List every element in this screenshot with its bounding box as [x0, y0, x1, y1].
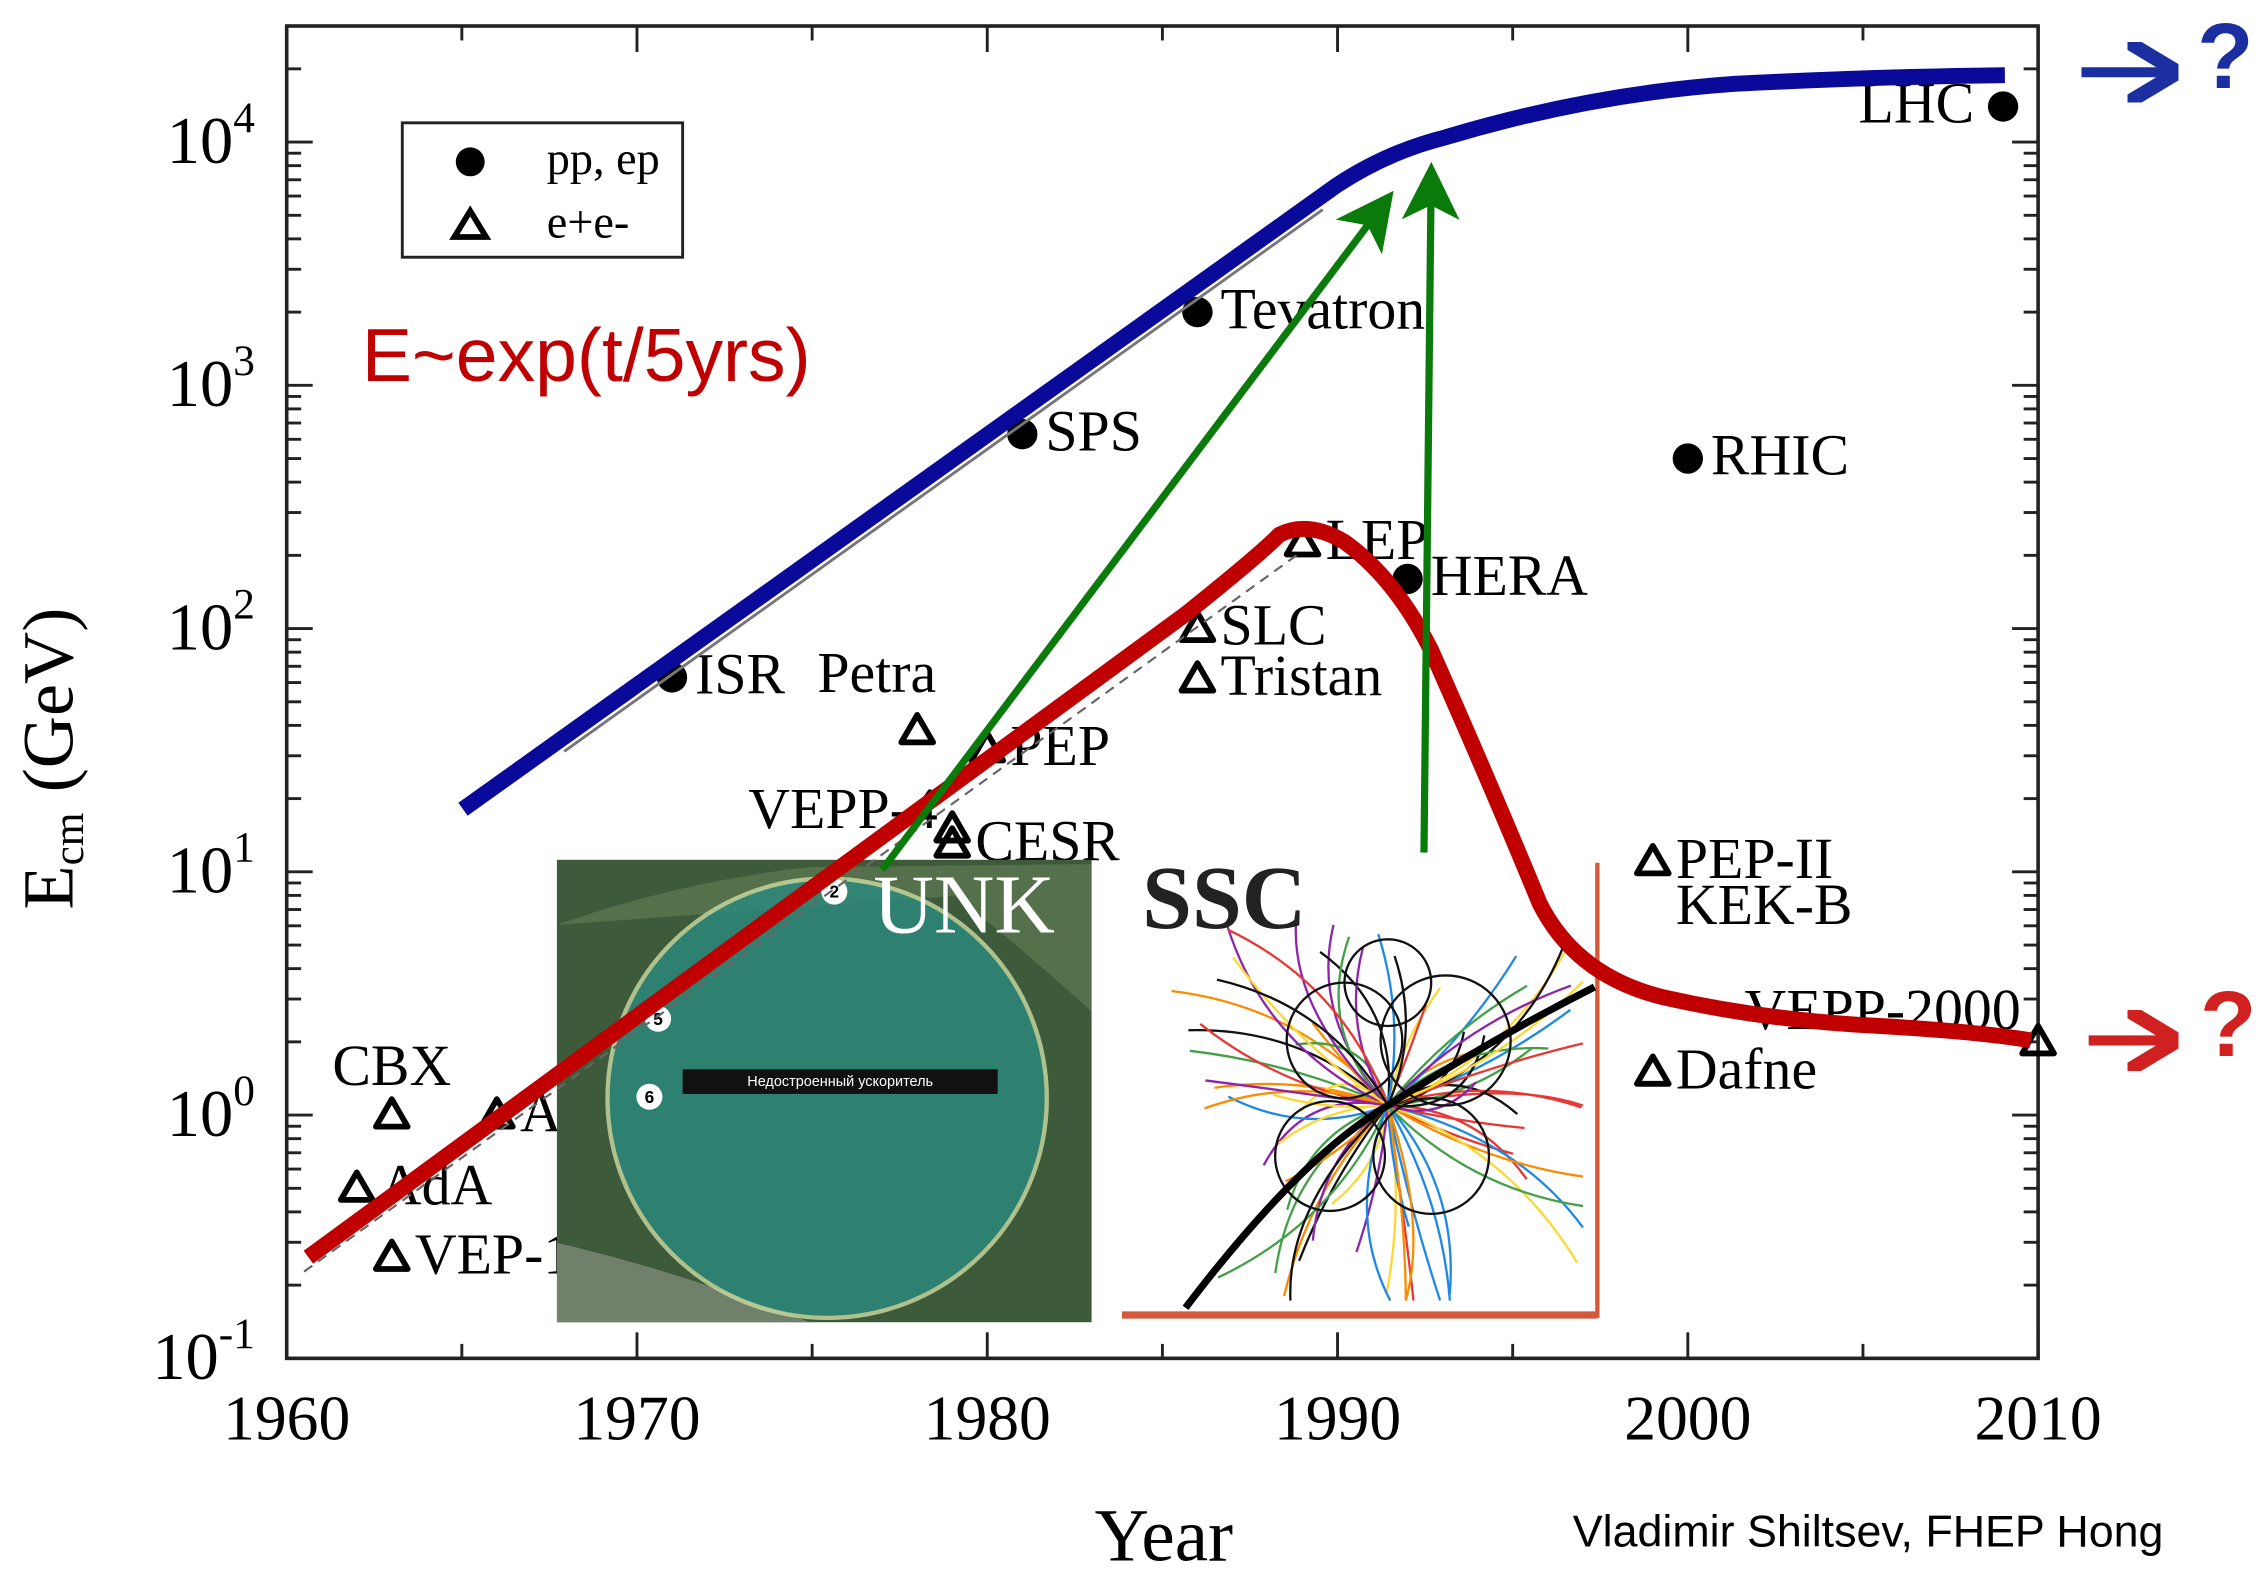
background	[1, 0, 2267, 1578]
x-tick-label: 2010	[1975, 1382, 2102, 1453]
point	[1673, 443, 1703, 473]
y-tick-exponent: 1	[233, 824, 255, 872]
trend-annotation: E~exp(t/5yrs)	[362, 313, 811, 397]
point-label: CBX	[332, 1033, 451, 1098]
point-label: RHIC	[1711, 423, 1849, 488]
legend-label: e+e-	[547, 197, 630, 248]
page: 19601970198019902000201010-1100101102103…	[0, 0, 2267, 1578]
x-tick-label: 1970	[573, 1382, 700, 1453]
x-tick-label: 2000	[1624, 1382, 1751, 1453]
point-label: Tristan	[1221, 643, 1383, 708]
unk-label: UNK	[873, 859, 1055, 952]
legend-label: pp, ep	[547, 134, 660, 185]
x-axis-title: Year	[1095, 1495, 1233, 1578]
y-tick-exponent: -1	[219, 1310, 255, 1358]
y-tick-base: 10	[167, 348, 233, 421]
point-label: SPS	[1045, 398, 1141, 463]
point-label: KEK-B	[1676, 872, 1853, 937]
y-tick-exponent: 2	[233, 580, 255, 628]
y-axis-subscript: cm	[45, 812, 93, 865]
y-tick-exponent: 0	[233, 1067, 255, 1115]
question-mark: ?	[2200, 972, 2256, 1076]
legend-marker	[456, 147, 485, 176]
y-axis-symbol: E	[8, 865, 88, 909]
point-label: VEP-1	[415, 1222, 572, 1287]
chart: 19601970198019902000201010-1100101102103…	[0, 0, 2267, 1578]
y-tick-exponent: 3	[233, 337, 255, 385]
y-tick-base: 10	[152, 1321, 218, 1394]
unk-inset: Недостроенный ускоритель 2 5 6 UNK	[557, 859, 1092, 1323]
point-label: ISR	[695, 642, 785, 707]
question-mark: ?	[2197, 4, 2253, 108]
point-label: Dafne	[1676, 1036, 1817, 1101]
map-marker-label: 6	[645, 1087, 655, 1107]
x-tick-label: 1960	[223, 1382, 350, 1453]
legend: pp, ep e+e-	[402, 123, 682, 257]
y-tick-base: 10	[167, 835, 233, 908]
y-axis-unit: (GeV)	[8, 608, 88, 793]
ssc-label: SSC	[1142, 849, 1306, 948]
point-label: Petra	[817, 640, 936, 705]
y-tick-base: 10	[167, 105, 233, 178]
point-label: HERA	[1431, 543, 1589, 608]
y-tick-base: 10	[167, 1078, 233, 1151]
map-caption: Недостроенный ускоритель	[747, 1074, 933, 1090]
point	[1988, 91, 2018, 121]
x-tick-label: 1980	[924, 1382, 1051, 1453]
credit: Vladimir Shiltsev, FHEP Hong	[1573, 1506, 2164, 1556]
ssc-inset: SSC	[1118, 849, 1598, 1318]
y-tick-base: 10	[167, 592, 233, 665]
y-tick-exponent: 4	[233, 94, 255, 142]
x-tick-label: 1990	[1274, 1382, 1401, 1453]
